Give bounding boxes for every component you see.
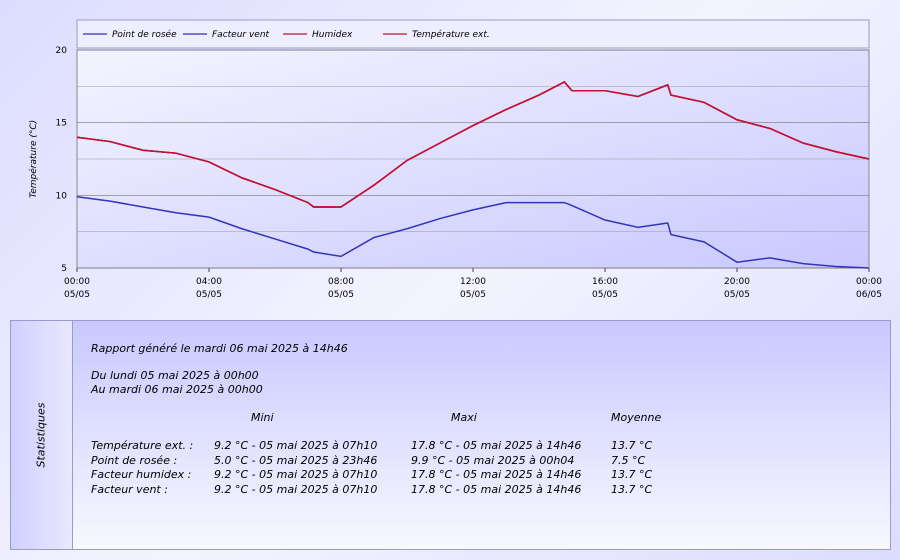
- y-tick-label: 15: [56, 119, 67, 129]
- generated: Rapport généré le mardi 06 mai 2025 à 14…: [91, 342, 348, 355]
- y-tick-label: 5: [61, 264, 67, 274]
- stat-cell: 9.2 °C - 05 mai 2025 à 07h10: [214, 439, 378, 452]
- stat-cell: 13.7 °C: [611, 482, 653, 496]
- x-tick-label: 08:00: [328, 277, 354, 287]
- x-tick-date: 05/05: [328, 290, 354, 300]
- stat-cell: 9.9 °C - 05 mai 2025 à 00h04: [411, 453, 575, 467]
- row-label: Température ext. :: [91, 439, 194, 452]
- x-tick-label: 00:00: [64, 277, 90, 287]
- row-label: Facteur vent :: [91, 482, 168, 496]
- stat-cell: 13.7 °C: [611, 468, 653, 481]
- x-tick-label: 12:00: [460, 277, 486, 287]
- x-tick-date: 05/05: [460, 290, 486, 300]
- stat-cell: 9.2 °C - 05 mai 2025 à 07h10: [214, 468, 378, 481]
- x-tick-label: 16:00: [592, 277, 618, 287]
- x-tick-date: 05/05: [724, 290, 750, 300]
- x-tick-date: 05/05: [592, 290, 618, 300]
- row-label: Point de rosée :: [91, 453, 178, 467]
- report-panel: Statistiques Rapport généré le mardi 06 …: [10, 320, 891, 550]
- stat-cell: 5.0 °C - 05 mai 2025 à 23h46: [214, 453, 378, 467]
- row-label: Facteur humidex :: [91, 468, 192, 481]
- chart: Température (°C) 5 10 15 20 00:00 05/05 04:00 0…: [28, 19, 882, 300]
- x-tick-date: 05/05: [196, 290, 222, 300]
- x-tick-label: 04:00: [196, 277, 222, 287]
- column-header: Moyenne: [611, 411, 662, 424]
- period-to: Au mardi 06 mai 2025 à 00h00: [91, 383, 263, 396]
- stat-cell: 9.2 °C - 05 mai 2025 à 07h10: [214, 482, 378, 496]
- stat-cell: 17.8 °C - 05 mai 2025 à 14h46: [411, 468, 582, 481]
- side-title: Statistiques: [34, 402, 48, 468]
- x-tick-date: 06/05: [856, 290, 882, 300]
- side-strip: Statistiques: [11, 321, 73, 549]
- stat-cell: 13.7 °C: [611, 439, 653, 452]
- x-tick-label: 20:00: [724, 277, 750, 287]
- column-header: Maxi: [451, 411, 477, 424]
- legend-box: [76, 19, 870, 49]
- series-line: [76, 81, 870, 208]
- stat-cell: 17.8 °C - 05 mai 2025 à 14h46: [411, 482, 582, 496]
- series-line: [76, 196, 870, 269]
- legend-label: Humidex: [312, 30, 353, 40]
- legend-label: Température ext.: [412, 29, 490, 40]
- y-axis-label: Température (°C): [28, 120, 39, 198]
- y-tick-label: 20: [56, 46, 68, 56]
- stat-cell: 7.5 °C: [611, 453, 646, 467]
- period-from: Du lundi 05 mai 2025 à 00h00: [91, 369, 259, 382]
- legend-label: Facteur vent: [212, 30, 270, 40]
- stat-cell: 17.8 °C - 05 mai 2025 à 14h46: [411, 439, 582, 452]
- x-tick-date: 05/05: [64, 290, 90, 300]
- y-tick-label: 10: [56, 191, 68, 201]
- legend-label: Point de rosée: [112, 29, 177, 40]
- column-header: Mini: [251, 411, 274, 424]
- x-tick-label: 00:00: [856, 277, 882, 287]
